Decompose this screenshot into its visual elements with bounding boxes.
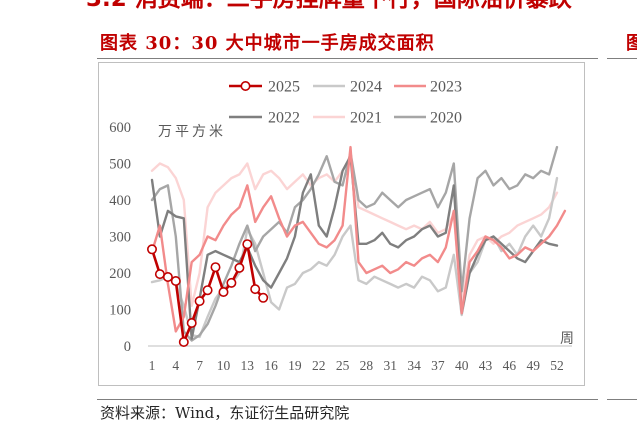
x-tick-label: 25 bbox=[336, 358, 350, 373]
data-point-2025-week-3 bbox=[162, 272, 173, 283]
x-tick-label: 52 bbox=[550, 358, 564, 373]
y-tick-label: 500 bbox=[109, 157, 131, 173]
x-tick-label: 31 bbox=[383, 358, 397, 373]
data-point-2025-week-11 bbox=[226, 277, 237, 288]
adjacent-source-rule bbox=[607, 399, 637, 400]
legend-label-2023: 2023 bbox=[430, 79, 462, 96]
data-point-2025-week-12 bbox=[234, 262, 245, 273]
legend-item-2021: 2021 bbox=[313, 110, 382, 127]
y-tick-label: 200 bbox=[109, 266, 131, 282]
x-tick-label: 22 bbox=[312, 358, 326, 373]
data-point-2025-week-7 bbox=[194, 296, 205, 307]
figure-source: 资料来源：Wind，东证衍生品研究院 bbox=[100, 404, 350, 422]
legend-label-2024: 2024 bbox=[350, 79, 382, 96]
x-axis-unit-label: 周 bbox=[560, 331, 574, 347]
data-point-2025-week-6 bbox=[186, 317, 197, 328]
legend-item-2024: 2024 bbox=[313, 79, 382, 96]
section-heading-clip: 3.2 消费端：二手房挂牌量下行，国际油价暴跌 bbox=[86, 0, 606, 10]
data-point-2025-week-14 bbox=[250, 284, 261, 295]
y-axis-unit-label: 万平方米 bbox=[158, 124, 226, 140]
line-chart: 2025 2024 2023 2022 2021 2020 bbox=[98, 62, 585, 386]
x-tick-label: 49 bbox=[526, 358, 540, 373]
legend-item-2023: 2023 bbox=[394, 79, 462, 96]
series-lines bbox=[146, 145, 567, 347]
y-tick-label: 400 bbox=[109, 193, 131, 209]
series-line-2023 bbox=[150, 145, 567, 333]
legend-item-2022: 2022 bbox=[229, 110, 300, 127]
adjacent-column-clip: 图 bbox=[626, 33, 637, 57]
x-tick-label: 13 bbox=[241, 358, 255, 373]
y-tick-label: 100 bbox=[109, 303, 131, 319]
x-tick-label: 7 bbox=[196, 358, 203, 373]
title-rule bbox=[97, 58, 598, 59]
adjacent-title-rule bbox=[607, 58, 637, 59]
y-tick-label: 300 bbox=[109, 230, 131, 246]
x-tick-label: 46 bbox=[503, 358, 517, 373]
adjacent-column-title-fragment: 图 bbox=[626, 33, 637, 54]
legend-label-2022: 2022 bbox=[268, 110, 300, 127]
x-tick-label: 4 bbox=[172, 358, 179, 373]
x-tick-label: 34 bbox=[407, 358, 421, 373]
legend-label-2021: 2021 bbox=[350, 110, 382, 127]
legend-label-2025: 2025 bbox=[268, 79, 300, 96]
data-point-2025-week-2 bbox=[154, 269, 165, 280]
x-tick-label: 1 bbox=[149, 358, 156, 373]
x-tick-label: 28 bbox=[360, 358, 374, 373]
x-tick-label: 37 bbox=[431, 358, 445, 373]
data-point-2025-week-10 bbox=[218, 287, 229, 298]
x-tick-label: 16 bbox=[264, 358, 278, 373]
source-rule bbox=[97, 399, 598, 400]
y-tick-labels: 0 100 200 300 400 500 600 bbox=[109, 120, 131, 355]
y-tick-label: 600 bbox=[109, 120, 131, 136]
x-tick-labels: 1 4 7 10 13 16 19 22 25 28 31 34 37 40 43 46 49 52 bbox=[149, 358, 564, 373]
legend: 2025 2024 2023 2022 2021 2020 bbox=[229, 79, 462, 127]
x-tick-label: 43 bbox=[479, 358, 493, 373]
legend-item-2025: 2025 bbox=[229, 79, 300, 96]
data-point-2025-week-1 bbox=[146, 244, 157, 255]
legend-item-2020: 2020 bbox=[394, 110, 462, 127]
legend-marker-2025 bbox=[240, 80, 251, 91]
chart-frame bbox=[98, 62, 585, 386]
data-point-2025-week-9 bbox=[210, 262, 221, 273]
x-tick-label: 40 bbox=[455, 358, 469, 373]
data-point-2025-week-8 bbox=[202, 285, 213, 296]
section-heading: 3.2 消费端：二手房挂牌量下行，国际油价暴跌 bbox=[86, 0, 572, 10]
data-point-2025-week-15 bbox=[258, 292, 269, 303]
data-point-2025-week-4 bbox=[170, 276, 181, 287]
figure-title: 图表 30：30 大中城市一手房成交面积 bbox=[100, 33, 435, 54]
x-tick-label: 19 bbox=[288, 358, 302, 373]
data-point-2025-week-13 bbox=[242, 239, 253, 250]
data-point-2025-week-5 bbox=[178, 336, 189, 347]
x-tick-label: 10 bbox=[217, 358, 231, 373]
y-tick-label: 0 bbox=[124, 339, 131, 355]
legend-label-2020: 2020 bbox=[430, 110, 462, 127]
